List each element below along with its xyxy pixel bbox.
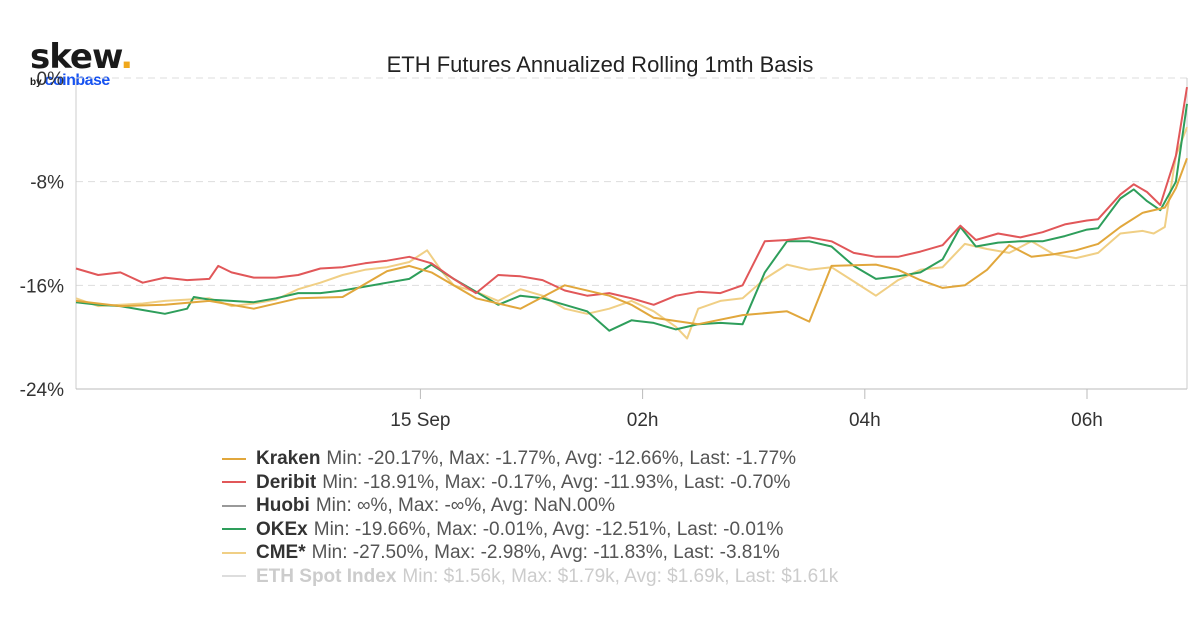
y-tick-label: -8% bbox=[30, 173, 64, 194]
legend-item-huobi[interactable]: Huobi Min: ∞%, Max: -∞%, Avg: NaN.00% bbox=[222, 494, 838, 518]
legend-series-name: ETH Spot Index bbox=[256, 565, 397, 587]
x-tick-label: 06h bbox=[1071, 410, 1103, 431]
legend-series-name: CME* bbox=[256, 542, 306, 563]
legend-series-stats: Min: -27.50%, Max: -2.98%, Avg: -11.83%,… bbox=[311, 542, 780, 563]
skew-logo: skew. by coinbase bbox=[30, 37, 133, 89]
x-tick-label: 04h bbox=[849, 410, 881, 431]
legend-swatch bbox=[222, 481, 246, 484]
legend-swatch bbox=[222, 575, 246, 578]
chart-title: ETH Futures Annualized Rolling 1mth Basi… bbox=[386, 52, 814, 77]
legend-series-name: Deribit bbox=[256, 471, 317, 493]
legend-series-stats: Min: -19.66%, Max: -0.01%, Avg: -12.51%,… bbox=[313, 518, 784, 540]
axes: 0% -8% -16% -24% 15 Sep 02h 04h 06h bbox=[20, 69, 1188, 431]
chart-legend: Kraken Min: -20.17%, Max: -1.77%, Avg: -1… bbox=[222, 447, 838, 588]
legend-series-name: OKEx bbox=[256, 518, 308, 540]
legend-item-kraken[interactable]: Kraken Min: -20.17%, Max: -1.77%, Avg: -1… bbox=[222, 447, 838, 471]
legend-series-stats: Min: $1.56k, Max: $1.79k, Avg: $1.69k, L… bbox=[402, 565, 839, 587]
series-line-kraken[interactable] bbox=[75, 157, 1188, 326]
x-tick-label: 02h bbox=[627, 410, 659, 431]
coinbase-brand: coinbase bbox=[44, 72, 110, 89]
y-tick-label: -24% bbox=[20, 380, 64, 401]
logo-byline: by coinbase bbox=[30, 72, 110, 89]
series-line-okex[interactable] bbox=[75, 103, 1188, 332]
legend-series-stats: Min: ∞%, Max: -∞%, Avg: NaN.00% bbox=[315, 495, 615, 516]
y-tick-label: 0% bbox=[37, 69, 65, 90]
series-line-deribit[interactable] bbox=[75, 86, 1188, 306]
legend-item-okex[interactable]: OKEx Min: -19.66%, Max: -0.01%, Avg: -12.… bbox=[222, 518, 838, 542]
legend-series-name: Kraken bbox=[256, 448, 321, 469]
legend-swatch bbox=[222, 551, 246, 554]
series-lines bbox=[75, 86, 1188, 340]
y-tick-label: -16% bbox=[20, 276, 64, 297]
legend-item-cme-[interactable]: CME* Min: -27.50%, Max: -2.98%, Avg: -11.… bbox=[222, 541, 838, 565]
x-tick-label: 15 Sep bbox=[390, 410, 450, 431]
logo-wordmark: skew. bbox=[30, 37, 133, 77]
grid-lines bbox=[76, 77, 1187, 286]
legend-swatch bbox=[222, 457, 246, 460]
legend-series-name: Huobi bbox=[256, 495, 310, 516]
legend-series-stats: Min: -18.91%, Max: -0.17%, Avg: -11.93%,… bbox=[322, 471, 791, 493]
legend-swatch bbox=[222, 504, 246, 507]
legend-item-deribit[interactable]: Deribit Min: -18.91%, Max: -0.17%, Avg: -… bbox=[222, 471, 838, 495]
legend-swatch bbox=[222, 528, 246, 531]
legend-item-eth-spot-index[interactable]: ETH Spot Index Min: $1.56k, Max: $1.79k, … bbox=[222, 565, 838, 589]
legend-series-stats: Min: -20.17%, Max: -1.77%, Avg: -12.66%,… bbox=[326, 448, 797, 469]
